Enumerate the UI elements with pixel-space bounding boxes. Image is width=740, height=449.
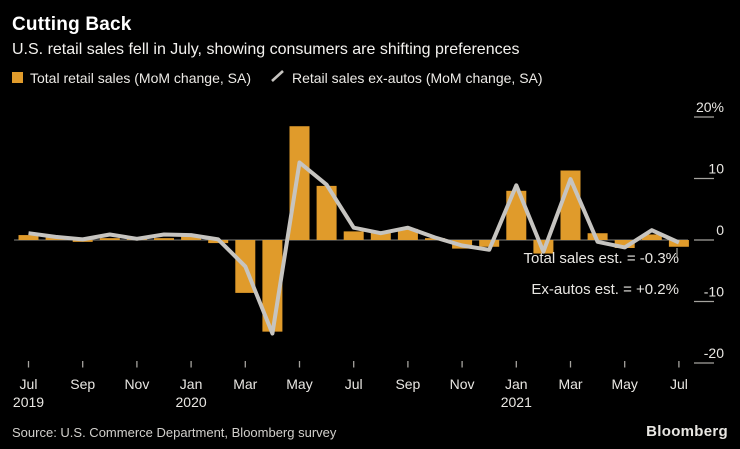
bar-jun-2020 bbox=[316, 185, 337, 240]
bar-swatch-icon bbox=[12, 72, 23, 83]
x-axis-month-label: Nov bbox=[450, 376, 475, 392]
chart-legend: Total retail sales (MoM change, SA) Reta… bbox=[12, 69, 543, 86]
page-title: Cutting Back bbox=[12, 14, 132, 35]
x-axis-month-label: May bbox=[286, 376, 312, 392]
bar-jul-2021 bbox=[668, 240, 689, 247]
page-subtitle: U.S. retail sales fell in July, showing … bbox=[12, 41, 520, 58]
bar-apr-2021 bbox=[587, 233, 608, 240]
bar-aug-2020 bbox=[370, 232, 391, 240]
bar-jun-2021 bbox=[641, 234, 662, 240]
y-axis-label: 0 bbox=[716, 222, 724, 238]
x-axis-month-label: Jul bbox=[345, 376, 363, 392]
x-axis-month-label: Jul bbox=[670, 376, 688, 392]
x-axis-month-label: Mar bbox=[558, 376, 582, 392]
line-slash-icon bbox=[270, 69, 285, 86]
x-axis-month-label: Sep bbox=[395, 376, 420, 392]
annotation-ex-autos-est: Ex-autos est. = +0.2% bbox=[531, 281, 679, 298]
x-axis-month-label: Jan bbox=[180, 376, 203, 392]
y-axis-label: -20 bbox=[704, 345, 724, 361]
bar-dec-2019 bbox=[154, 238, 174, 240]
x-axis-month-label: Sep bbox=[70, 376, 95, 392]
bar-oct-2019 bbox=[99, 238, 120, 240]
x-axis-month-label: Jul bbox=[20, 376, 38, 392]
bar-may-2020 bbox=[289, 126, 310, 240]
bar-jan-2020 bbox=[181, 236, 202, 240]
x-axis-month-label: Nov bbox=[124, 376, 149, 392]
x-axis-year-label: 2019 bbox=[13, 394, 44, 410]
y-axis-label: 10 bbox=[708, 161, 724, 177]
x-axis-month-label: Mar bbox=[233, 376, 257, 392]
bloomberg-logo: Bloomberg bbox=[646, 423, 728, 440]
bar-jul-2019 bbox=[18, 235, 39, 240]
x-axis-year-label: 2020 bbox=[176, 394, 207, 410]
x-axis-year-label: 2021 bbox=[501, 394, 532, 410]
bar-jan-2021 bbox=[506, 190, 527, 240]
ex-autos-line bbox=[28, 160, 680, 336]
source-text: Source: U.S. Commerce Department, Bloomb… bbox=[12, 425, 337, 440]
annotation-total-est: Total sales est. = -0.3% bbox=[523, 250, 680, 267]
x-axis-month-label: Jan bbox=[505, 376, 528, 392]
bar-jul-2020 bbox=[343, 231, 364, 240]
legend-bars-label: Total retail sales (MoM change, SA) bbox=[30, 69, 251, 86]
y-axis-label: 20% bbox=[696, 99, 724, 115]
x-axis-month-label: May bbox=[611, 376, 637, 392]
bar-sep-2020 bbox=[397, 228, 418, 240]
bar-dec-2020 bbox=[479, 240, 500, 247]
bar-may-2021 bbox=[614, 240, 635, 248]
y-axis-label: -10 bbox=[704, 284, 724, 300]
legend-line-label: Retail sales ex-autos (MoM change, SA) bbox=[291, 69, 543, 86]
